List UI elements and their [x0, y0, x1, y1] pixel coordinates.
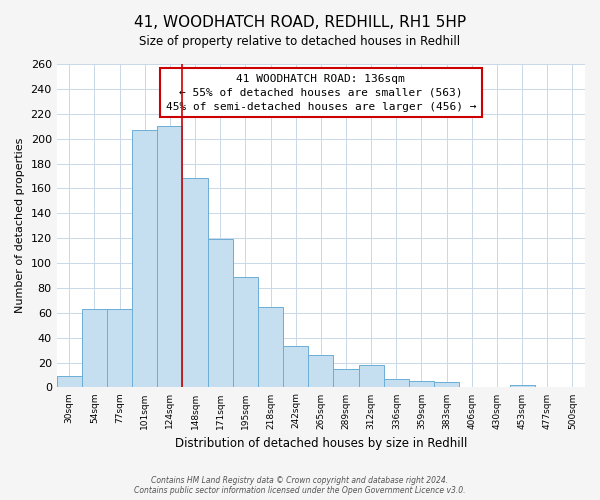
- Text: 41, WOODHATCH ROAD, REDHILL, RH1 5HP: 41, WOODHATCH ROAD, REDHILL, RH1 5HP: [134, 15, 466, 30]
- Text: Size of property relative to detached houses in Redhill: Size of property relative to detached ho…: [139, 35, 461, 48]
- Bar: [258, 306, 283, 388]
- Bar: [157, 126, 182, 388]
- Bar: [107, 309, 132, 388]
- Bar: [56, 376, 82, 388]
- Bar: [384, 378, 409, 388]
- Bar: [509, 385, 535, 388]
- X-axis label: Distribution of detached houses by size in Redhill: Distribution of detached houses by size …: [175, 437, 467, 450]
- Bar: [359, 365, 384, 388]
- Bar: [283, 346, 308, 388]
- Bar: [434, 382, 459, 388]
- Text: 41 WOODHATCH ROAD: 136sqm
← 55% of detached houses are smaller (563)
45% of semi: 41 WOODHATCH ROAD: 136sqm ← 55% of detac…: [166, 74, 476, 112]
- Text: Contains HM Land Registry data © Crown copyright and database right 2024.
Contai: Contains HM Land Registry data © Crown c…: [134, 476, 466, 495]
- Y-axis label: Number of detached properties: Number of detached properties: [15, 138, 25, 314]
- Bar: [334, 369, 359, 388]
- Bar: [208, 240, 233, 388]
- Bar: [182, 178, 208, 388]
- Bar: [82, 309, 107, 388]
- Bar: [409, 381, 434, 388]
- Bar: [308, 355, 334, 388]
- Bar: [233, 276, 258, 388]
- Bar: [132, 130, 157, 388]
